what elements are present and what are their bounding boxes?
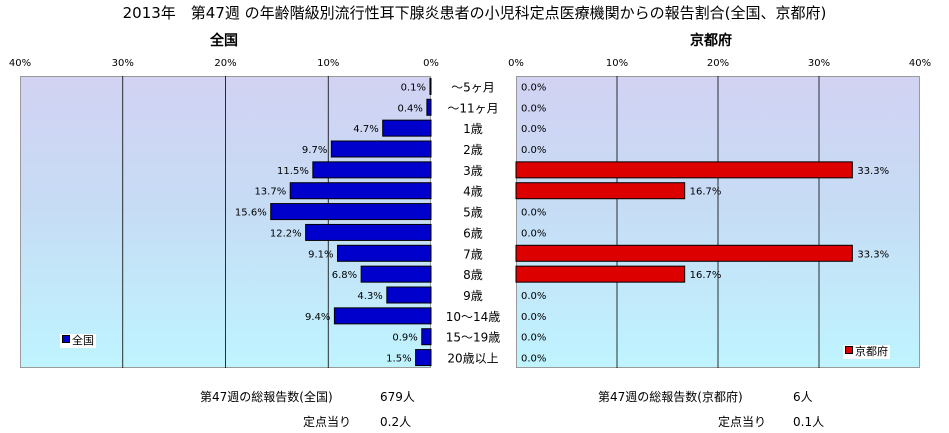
national-data-label: 1.5% — [386, 354, 411, 365]
national-bar — [330, 140, 432, 158]
national-tick-label: 30% — [112, 58, 134, 69]
category-label: 9歳 — [463, 289, 483, 303]
national-data-label: 4.3% — [357, 291, 382, 302]
category-label: 2歳 — [463, 143, 483, 157]
category-label: 1歳 — [463, 122, 483, 136]
category-label: 8歳 — [463, 268, 483, 282]
category-label: ～5ヶ月 — [451, 80, 495, 94]
national-bar — [360, 265, 432, 283]
national-tick-label: 0% — [423, 58, 439, 69]
national-data-label: 13.7% — [254, 187, 286, 198]
category-label: ～11ヶ月 — [447, 101, 498, 115]
kyoto-per-site-value: 0.1人 — [793, 415, 825, 429]
category-label: 3歳 — [463, 164, 483, 178]
kyoto-tick-label: 0% — [508, 58, 524, 69]
kyoto-data-label: 0.0% — [521, 312, 546, 323]
category-label: 15～19歳 — [446, 331, 501, 345]
kyoto-legend-swatch — [845, 346, 853, 354]
national-tick-label: 20% — [214, 58, 236, 69]
kyoto-data-label: 0.0% — [521, 333, 546, 344]
national-data-label: 0.9% — [392, 333, 417, 344]
national-data-label: 0.4% — [397, 103, 422, 114]
kyoto-data-label: 0.0% — [521, 124, 546, 135]
kyoto-data-label: 33.3% — [857, 166, 889, 177]
national-data-label: 9.1% — [308, 249, 333, 260]
national-panel-title: 全国 — [210, 33, 238, 49]
national-bar — [305, 223, 432, 241]
national-tick-label: 40% — [9, 58, 31, 69]
kyoto-tick-label: 40% — [909, 58, 931, 69]
category-label: 20歳以上 — [447, 352, 498, 366]
kyoto-bar — [515, 265, 686, 283]
national-bar — [426, 98, 432, 116]
national-bar — [415, 349, 432, 367]
national-bar — [333, 307, 432, 325]
kyoto-bar — [515, 244, 853, 262]
category-label: 5歳 — [463, 206, 483, 220]
kyoto-data-label: 0.0% — [521, 228, 546, 239]
national-data-label: 4.7% — [353, 124, 378, 135]
national-bar — [270, 203, 432, 221]
kyoto-tick-label: 10% — [606, 58, 628, 69]
national-legend: 全国 — [60, 334, 96, 348]
kyoto-legend: 京都府 — [843, 345, 890, 359]
kyoto-panel-title: 京都府 — [690, 33, 732, 49]
national-data-label: 6.8% — [332, 270, 357, 281]
national-bar — [386, 286, 432, 304]
kyoto-tick-label: 30% — [808, 58, 830, 69]
kyoto-data-label: 33.3% — [857, 249, 889, 260]
kyoto-data-label: 0.0% — [521, 82, 546, 93]
national-data-label: 12.2% — [270, 228, 302, 239]
kyoto-total-value: 6人 — [793, 390, 813, 404]
chart-title: 2013年 第47週 の年齢階級別流行性耳下腺炎患者の小児科定点医療機関からの報… — [122, 4, 827, 22]
kyoto-bar — [515, 182, 686, 200]
kyoto-per-site-label: 定点当り — [718, 415, 767, 429]
national-data-label: 0.1% — [401, 82, 426, 93]
national-data-label: 11.5% — [277, 166, 309, 177]
kyoto-legend-label: 京都府 — [855, 345, 888, 358]
category-label: 7歳 — [463, 247, 483, 261]
national-total-value: 679人 — [380, 390, 415, 404]
national-bar — [382, 119, 432, 137]
category-label: 6歳 — [463, 226, 483, 240]
kyoto-total-label: 第47週の総報告数(京都府) — [598, 390, 743, 404]
category-label: 10～14歳 — [446, 310, 501, 324]
category-label: 4歳 — [463, 185, 483, 199]
kyoto-data-label: 0.0% — [521, 145, 546, 156]
national-bar — [336, 244, 432, 262]
national-total-label: 第47週の総報告数(全国) — [200, 390, 333, 404]
national-bar — [421, 328, 432, 346]
kyoto-data-label: 0.0% — [521, 291, 546, 302]
national-data-label: 9.4% — [305, 312, 330, 323]
national-data-label: 9.7% — [302, 145, 327, 156]
national-bar — [312, 161, 432, 179]
national-legend-label: 全国 — [72, 334, 94, 347]
kyoto-data-label: 0.0% — [521, 354, 546, 365]
kyoto-data-label: 0.0% — [521, 103, 546, 114]
kyoto-data-label: 16.7% — [690, 187, 722, 198]
national-per-site-label: 定点当り — [303, 415, 352, 429]
kyoto-data-label: 0.0% — [521, 208, 546, 219]
kyoto-tick-label: 20% — [707, 58, 729, 69]
national-per-site-value: 0.2人 — [380, 415, 412, 429]
national-bar — [429, 77, 432, 95]
national-tick-label: 10% — [317, 58, 339, 69]
kyoto-bar — [515, 161, 853, 179]
kyoto-data-label: 16.7% — [690, 270, 722, 281]
national-legend-swatch — [62, 335, 70, 343]
national-bar — [289, 182, 432, 200]
national-data-label: 15.6% — [235, 208, 267, 219]
